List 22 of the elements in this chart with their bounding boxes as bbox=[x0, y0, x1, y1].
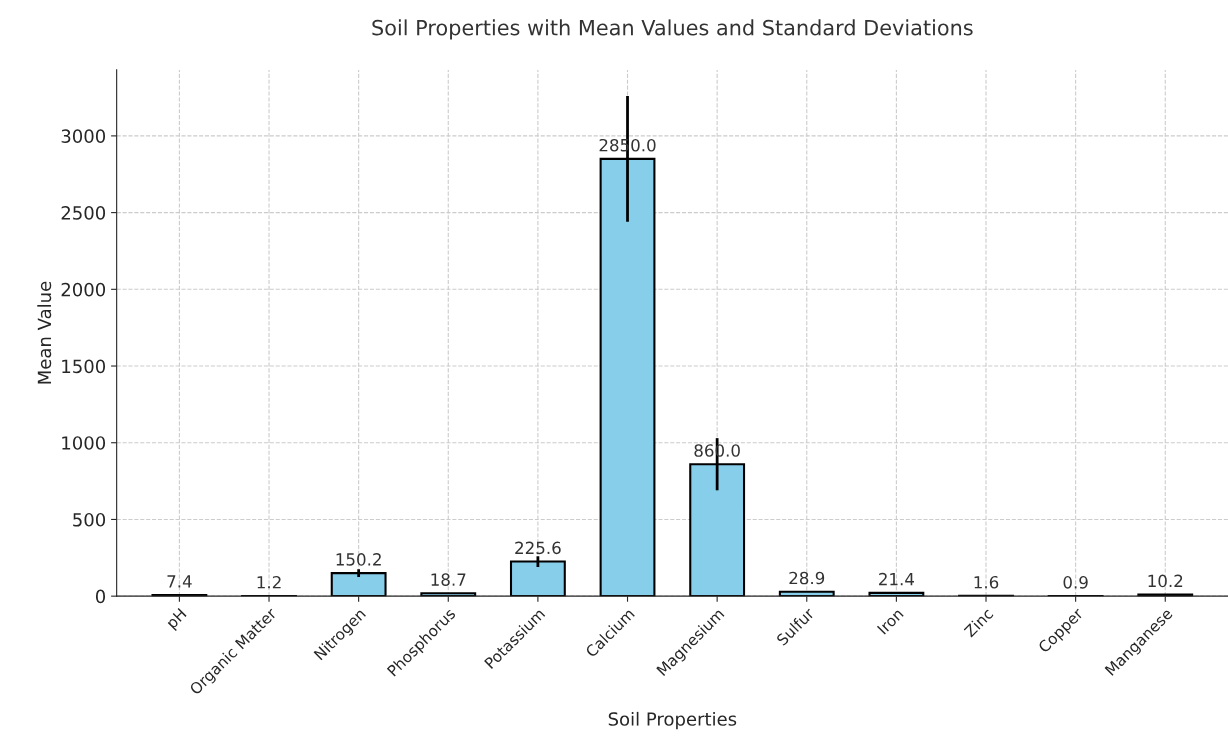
y-tick-label: 1000 bbox=[62, 436, 106, 450]
y-tick-label: 0 bbox=[95, 589, 106, 604]
y-axis-title: Mean Value bbox=[37, 281, 52, 384]
y-tick-label: 2500 bbox=[61, 206, 106, 220]
y-tick-label: 1500 bbox=[62, 359, 106, 374]
data-label: 18.7 bbox=[431, 573, 466, 586]
data-label: 150.2 bbox=[336, 553, 381, 566]
data-label: 10.2 bbox=[1148, 574, 1183, 588]
data-label: 225.6 bbox=[515, 541, 561, 555]
data-label: 0.9 bbox=[1063, 576, 1088, 589]
data-label: 1.6 bbox=[974, 575, 999, 589]
x-axis-title: Soil Properties bbox=[608, 711, 737, 730]
data-label: 7.4 bbox=[167, 575, 192, 588]
data-label: 1.2 bbox=[257, 575, 281, 589]
chart-title: Soil Properties with Mean Values and Standard Deviations bbox=[372, 19, 973, 40]
y-tick-label: 500 bbox=[73, 512, 106, 527]
x-tick-label: Iron bbox=[876, 607, 904, 635]
y-tick-label: 2000 bbox=[61, 282, 106, 297]
y-tick-label: 3000 bbox=[61, 129, 106, 144]
data-label: 21.4 bbox=[879, 572, 915, 586]
x-tick-label: pH bbox=[165, 607, 189, 632]
data-label: 28.9 bbox=[789, 571, 825, 585]
